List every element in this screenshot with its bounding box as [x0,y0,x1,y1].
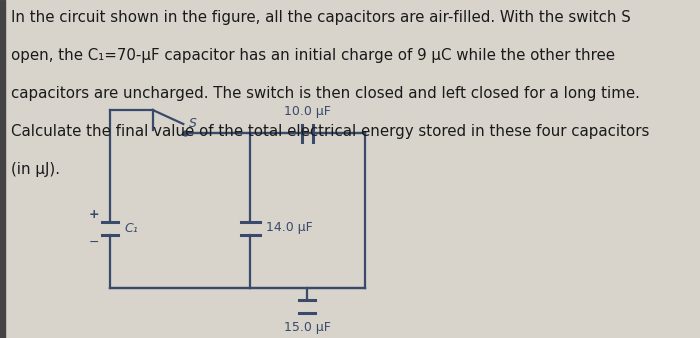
Text: open, the C₁=70-μF capacitor has an initial charge of 9 μC while the other three: open, the C₁=70-μF capacitor has an init… [11,48,615,63]
Text: −: − [88,236,99,248]
Text: Calculate the final value of the total electrical energy stored in these four ca: Calculate the final value of the total e… [11,124,650,139]
Text: (in μJ).: (in μJ). [11,162,60,177]
Bar [0,0,5,338]
Text: +: + [88,208,99,220]
Text: 14.0 μF: 14.0 μF [265,221,312,235]
Text: In the circuit shown in the figure, all the capacitors are air-filled. With the : In the circuit shown in the figure, all … [11,10,631,25]
Text: C₁: C₁ [125,221,138,235]
Text: S: S [189,117,197,130]
Text: capacitors are uncharged. The switch is then closed and left closed for a long t: capacitors are uncharged. The switch is … [11,86,640,101]
Text: 15.0 μF: 15.0 μF [284,320,330,334]
Text: 10.0 μF: 10.0 μF [284,104,330,118]
